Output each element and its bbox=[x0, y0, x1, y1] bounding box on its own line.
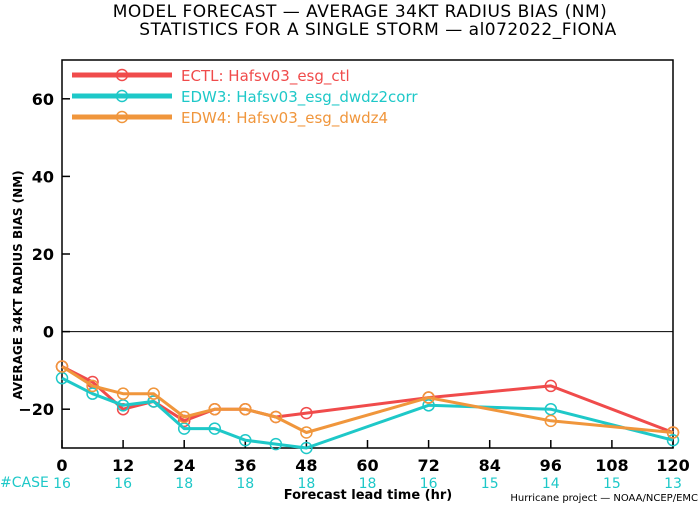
x-tick-label: 24 bbox=[173, 456, 195, 475]
y-tick-label: −20 bbox=[18, 400, 54, 419]
legend: ECTL: Hafsv03_esg_ctl EDW3: Hafsv03_esg_d… bbox=[72, 67, 418, 128]
credit-text: Hurricane project — NOAA/NCEP/EMC bbox=[510, 493, 698, 504]
x-tick-label: 72 bbox=[417, 456, 439, 475]
legend-marker bbox=[115, 68, 129, 82]
data-point bbox=[666, 426, 680, 439]
data-point bbox=[422, 391, 435, 404]
data-point bbox=[269, 437, 283, 451]
case-count: 18 bbox=[175, 476, 193, 492]
data-point bbox=[239, 433, 252, 447]
x-axis-ticks: 0 12 24 36 48 60 72 84 96 108 120 bbox=[56, 440, 690, 475]
data-point bbox=[239, 402, 252, 416]
y-axis-ticks: −20 0 20 40 60 bbox=[18, 90, 70, 419]
x-tick-label: 96 bbox=[540, 456, 562, 475]
x-tick-label: 12 bbox=[112, 456, 134, 475]
series-3 bbox=[55, 360, 680, 439]
data-point bbox=[86, 387, 99, 400]
y-tick-label: 60 bbox=[32, 90, 54, 109]
data-point bbox=[177, 410, 191, 424]
case-count: 16 bbox=[114, 476, 132, 492]
legend-entry: EDW4: Hafsv03_esg_dwdz4 bbox=[181, 109, 388, 128]
case-count: 18 bbox=[297, 476, 315, 492]
x-tick-label: 36 bbox=[234, 456, 256, 475]
data-point bbox=[55, 360, 69, 373]
legend-entry: EDW3: Hafsv03_esg_dwdz2corr bbox=[181, 88, 418, 107]
y-tick-label: 40 bbox=[32, 167, 54, 186]
data-point bbox=[300, 441, 313, 455]
case-count: 18 bbox=[359, 476, 377, 492]
data-point bbox=[208, 402, 221, 416]
legend-marker bbox=[115, 110, 129, 124]
data-point bbox=[300, 426, 313, 439]
case-count: 14 bbox=[542, 476, 560, 492]
legend-marker bbox=[115, 89, 129, 103]
legend-entry: ECTL: Hafsv03_esg_ctl bbox=[181, 67, 350, 86]
case-count: 15 bbox=[603, 476, 621, 492]
data-point bbox=[422, 399, 435, 412]
x-tick-label: 108 bbox=[595, 456, 628, 475]
case-count: 13 bbox=[664, 476, 682, 492]
data-point bbox=[544, 379, 558, 393]
data-point bbox=[86, 379, 99, 393]
case-count: 18 bbox=[236, 476, 254, 492]
x-tick-label: 60 bbox=[356, 456, 378, 475]
data-point bbox=[544, 414, 558, 428]
case-count: 16 bbox=[420, 476, 438, 492]
y-tick-label: 20 bbox=[32, 245, 54, 264]
x-axis-label: Forecast lead time (hr) bbox=[284, 488, 452, 503]
data-point bbox=[269, 410, 283, 424]
x-tick-label: 0 bbox=[56, 456, 67, 475]
chart-title-line-1: MODEL FORECAST — AVERAGE 34KT RADIUS BIA… bbox=[113, 2, 608, 22]
case-counts: 16 16 18 18 18 18 16 15 14 15 13 bbox=[53, 476, 682, 492]
data-point bbox=[116, 387, 130, 400]
case-count: 16 bbox=[53, 476, 71, 492]
y-tick-label: 0 bbox=[43, 323, 54, 342]
data-point bbox=[147, 395, 160, 408]
case-count: 15 bbox=[481, 476, 499, 492]
case-label: #CASE bbox=[0, 475, 49, 491]
chart-title-line-2: STATISTICS FOR A SINGLE STORM — al072022… bbox=[139, 20, 616, 40]
data-point bbox=[300, 406, 313, 420]
series-group bbox=[55, 360, 680, 455]
data-point bbox=[208, 422, 221, 435]
x-tick-label: 48 bbox=[295, 456, 317, 475]
x-tick-label: 84 bbox=[479, 456, 501, 475]
x-tick-label: 120 bbox=[656, 456, 689, 475]
y-axis-label: AVERAGE 34KT RADIUS BIAS (NM) bbox=[11, 170, 25, 399]
data-point bbox=[666, 433, 680, 447]
data-point bbox=[147, 387, 160, 400]
